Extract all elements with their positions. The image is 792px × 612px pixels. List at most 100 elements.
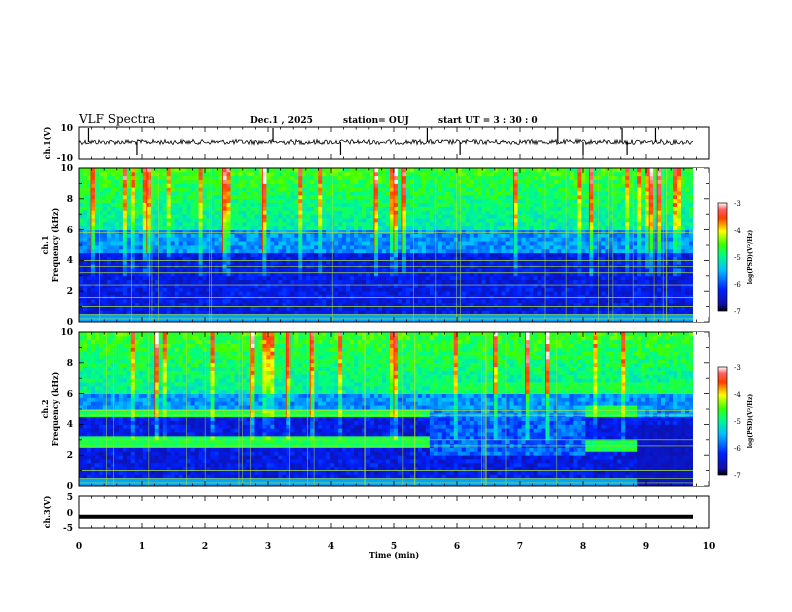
spectrogram-cell (162, 168, 168, 173)
spectrogram-cell (206, 202, 211, 207)
spectrogram-cell (294, 310, 299, 315)
spectrogram-cell (298, 298, 303, 304)
spectrogram-cell (393, 210, 399, 215)
spectrogram-cell (206, 183, 211, 188)
spectrogram-cell (485, 252, 491, 257)
spectrogram-cell (553, 275, 558, 281)
spectrogram-cell (322, 175, 327, 180)
spectrogram-cell (79, 256, 84, 261)
spectrogram-cell (346, 175, 351, 180)
spectrogram-cell (565, 183, 570, 188)
spectrogram-cell (533, 206, 538, 211)
spectrogram-cell (469, 256, 475, 261)
spectrogram-cell (501, 260, 507, 265)
spectrogram-cell (374, 187, 379, 192)
spectrogram-cell (194, 252, 200, 257)
spectrogram-cell (457, 302, 463, 307)
spectrogram-cell (334, 233, 339, 238)
spectrogram-cell (262, 229, 267, 234)
spectrogram-cell (561, 194, 566, 200)
spectrogram-cell (262, 314, 267, 319)
spectrogram-cell (382, 183, 387, 188)
spectrogram-cell (417, 245, 423, 250)
spectrogram-cell (270, 256, 275, 261)
spectrogram-cell (270, 241, 275, 246)
spectrogram-cell (198, 287, 203, 292)
spectrogram-cell (302, 183, 307, 188)
spectrogram-cell (210, 256, 215, 261)
spectrogram-cell (485, 310, 491, 315)
spectrogram-cell (134, 287, 140, 292)
spectrogram-cell (194, 310, 200, 315)
spectrogram-cell (393, 241, 399, 246)
spectrogram-cell (465, 194, 471, 200)
spectrogram-cell (469, 168, 475, 173)
spectrogram-cell (362, 287, 367, 292)
spectrogram-cell (441, 237, 447, 242)
spectrogram-cell (278, 241, 283, 246)
spectrogram-cell (501, 229, 507, 234)
spectrogram-cell (541, 314, 546, 319)
spectrogram-cell (537, 206, 542, 211)
spectrogram-cell (374, 310, 379, 315)
spectrogram-cell (382, 168, 387, 173)
spectrogram-cell (401, 291, 407, 296)
spectrogram-cell (218, 271, 223, 277)
spectrogram-cell (222, 310, 227, 315)
spectrogram-cell (190, 283, 196, 288)
spectrogram-cell (437, 179, 443, 184)
spectrogram-cell (94, 214, 100, 219)
spectrogram-cell (234, 306, 239, 311)
spectrogram-cell (473, 248, 479, 254)
spectrogram-cell (386, 229, 391, 234)
spectrogram-cell (405, 310, 411, 315)
spectrogram-cell (409, 198, 415, 204)
spectrogram-cell (158, 268, 164, 273)
spectrogram-cell (489, 187, 495, 192)
spectrogram-cell (465, 287, 471, 292)
spectrogram-cell (178, 198, 184, 204)
spectrogram-cell (366, 245, 371, 250)
spectrogram-cell (529, 168, 534, 173)
spectrogram-cell (322, 194, 327, 200)
spectrogram-cell (529, 283, 534, 288)
spectrogram-cell (545, 283, 550, 288)
spectrogram-cell (206, 191, 211, 196)
spectrogram-cell (397, 271, 403, 277)
spectrogram-cell (130, 248, 136, 254)
spectrogram-cell (310, 306, 315, 311)
spectrogram-cell (226, 191, 231, 196)
spectrogram-cell (298, 237, 303, 242)
spectrogram-cell (266, 256, 271, 261)
spectrogram-cell (393, 279, 399, 284)
spectrogram-cell (417, 237, 423, 242)
spectrogram-cell (86, 206, 92, 211)
spectrogram-cell (437, 291, 443, 296)
spectrogram-cell (314, 214, 319, 219)
spectrogram-cell (126, 287, 132, 292)
spectrogram-cell (421, 287, 427, 292)
spectrogram-cell (533, 275, 538, 281)
spectrogram-cell (154, 191, 160, 196)
spectrogram-cell (178, 191, 184, 196)
spectrogram-cell (378, 291, 383, 296)
spectrogram-cell (441, 260, 447, 265)
spectrogram-cell (417, 171, 423, 177)
spectrogram-cell (517, 291, 522, 296)
spectrogram-cell (90, 306, 96, 311)
spectrogram-cell (82, 221, 88, 227)
spectrogram-cell (190, 237, 196, 242)
spectrogram-cell (242, 168, 247, 173)
spectrogram-cell (545, 314, 550, 319)
spectrogram-cell (366, 171, 371, 177)
spectrogram-cell (338, 256, 343, 261)
spectrogram-cell (142, 279, 148, 284)
spectrogram-cell (569, 287, 574, 292)
spectrogram-cell (573, 310, 578, 315)
spectrogram-cell (334, 287, 339, 292)
spectrogram-cell (246, 225, 251, 230)
spectrogram-cell (150, 198, 156, 204)
spectrogram-cell (569, 268, 574, 273)
spectrogram-cell (413, 306, 419, 311)
spectrogram-cell (509, 287, 514, 292)
